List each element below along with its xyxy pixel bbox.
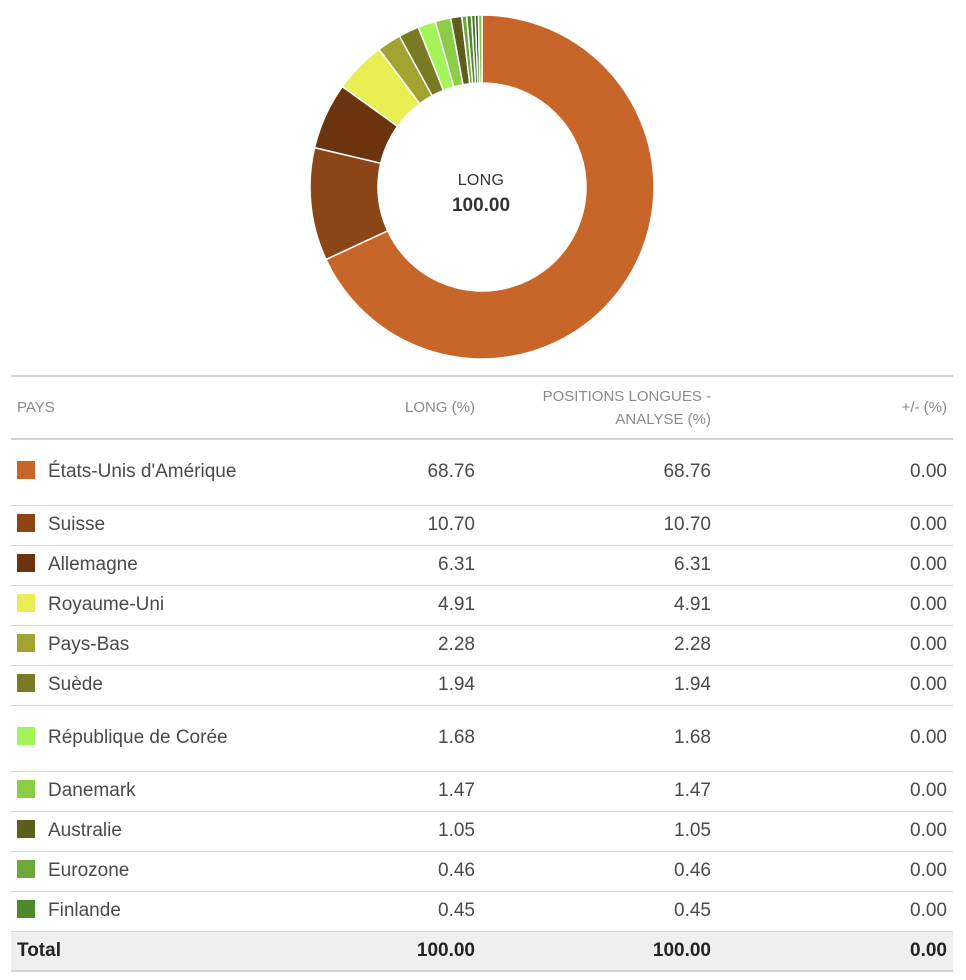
table-row: Suisse 10.70 10.70 0.00 bbox=[11, 505, 953, 546]
total-label: Total bbox=[11, 930, 273, 972]
header-long: LONG (%) bbox=[273, 375, 475, 440]
country-cell: Finlande bbox=[11, 891, 273, 932]
country-cell: Australie bbox=[11, 811, 273, 852]
donut-chart bbox=[309, 14, 655, 360]
country-name: Allemagne bbox=[48, 554, 138, 575]
long-cell: 1.05 bbox=[273, 811, 475, 852]
long-cell: 0.46 bbox=[273, 851, 475, 892]
country-cell: Suisse bbox=[11, 505, 273, 546]
table-body: États-Unis d'Amérique 68.76 68.76 0.00 S… bbox=[11, 439, 953, 972]
positions-cell: 4.91 bbox=[475, 585, 711, 626]
country-name: Australie bbox=[48, 820, 122, 841]
change-cell: 0.00 bbox=[711, 811, 953, 852]
total-long: 100.00 bbox=[273, 930, 475, 972]
long-cell: 1.47 bbox=[273, 771, 475, 812]
color-swatch bbox=[17, 727, 35, 745]
color-swatch bbox=[17, 860, 35, 878]
country-name: Suède bbox=[48, 674, 103, 695]
color-swatch bbox=[17, 461, 35, 480]
country-name: Pays-Bas bbox=[48, 634, 130, 655]
country-cell: Royaume-Uni bbox=[11, 585, 273, 626]
country-name: Royaume-Uni bbox=[48, 594, 165, 615]
table-row: République de Corée 1.68 1.68 0.00 bbox=[11, 705, 953, 772]
table-header-row: PAYS LONG (%) POSITIONS LONGUES - ANALYS… bbox=[11, 375, 953, 440]
color-swatch bbox=[17, 594, 35, 612]
positions-cell: 1.68 bbox=[475, 705, 711, 772]
positions-cell: 10.70 bbox=[475, 505, 711, 546]
positions-cell: 68.76 bbox=[475, 439, 711, 506]
total-row: Total 100.00 100.00 0.00 bbox=[11, 930, 953, 972]
positions-cell: 6.31 bbox=[475, 545, 711, 586]
change-cell: 0.00 bbox=[711, 625, 953, 666]
country-name: République de Corée bbox=[48, 727, 228, 748]
country-name: États-Unis d'Amérique bbox=[48, 461, 237, 483]
long-cell: 0.45 bbox=[273, 891, 475, 932]
country-name: Suisse bbox=[48, 514, 106, 535]
table-row: Finlande 0.45 0.45 0.00 bbox=[11, 891, 953, 932]
header-change: +/- (%) bbox=[711, 375, 953, 440]
header-positions-text: POSITIONS LONGUES - ANALYSE (%) bbox=[542, 387, 711, 428]
long-cell: 10.70 bbox=[273, 505, 475, 546]
table-row: Royaume-Uni 4.91 4.91 0.00 bbox=[11, 585, 953, 626]
donut-center-value: 100.00 bbox=[451, 195, 511, 216]
table-row: Australie 1.05 1.05 0.00 bbox=[11, 811, 953, 852]
long-cell: 6.31 bbox=[273, 545, 475, 586]
total-positions: 100.00 bbox=[475, 930, 711, 972]
country-cell: Danemark bbox=[11, 771, 273, 812]
header-positions: POSITIONS LONGUES - ANALYSE (%) bbox=[475, 375, 711, 440]
table-row: Danemark 1.47 1.47 0.00 bbox=[11, 771, 953, 812]
change-cell: 0.00 bbox=[711, 545, 953, 586]
header-pays: PAYS bbox=[11, 375, 273, 440]
table-row: Allemagne 6.31 6.31 0.00 bbox=[11, 545, 953, 586]
color-swatch bbox=[17, 780, 35, 798]
positions-cell: 0.46 bbox=[475, 851, 711, 892]
long-cell: 1.68 bbox=[273, 705, 475, 772]
color-swatch bbox=[17, 514, 35, 532]
change-cell: 0.00 bbox=[711, 665, 953, 706]
table-row: États-Unis d'Amérique 68.76 68.76 0.00 bbox=[11, 439, 953, 506]
change-cell: 0.00 bbox=[711, 851, 953, 892]
country-cell: Pays-Bas bbox=[11, 625, 273, 666]
positions-cell: 1.94 bbox=[475, 665, 711, 706]
color-swatch bbox=[17, 820, 35, 838]
country-name: Eurozone bbox=[48, 860, 130, 881]
long-cell: 1.94 bbox=[273, 665, 475, 706]
positions-cell: 0.45 bbox=[475, 891, 711, 932]
country-cell: République de Corée bbox=[11, 705, 273, 772]
positions-cell: 1.47 bbox=[475, 771, 711, 812]
donut-slice[interactable] bbox=[325, 14, 655, 360]
donut-chart-area: LONG 100.00 bbox=[0, 0, 966, 370]
change-cell: 0.00 bbox=[711, 505, 953, 546]
long-cell: 68.76 bbox=[273, 439, 475, 506]
long-cell: 2.28 bbox=[273, 625, 475, 666]
color-swatch bbox=[17, 634, 35, 652]
color-swatch bbox=[17, 900, 35, 918]
country-cell: États-Unis d'Amérique bbox=[11, 439, 273, 506]
country-allocation-table: PAYS LONG (%) POSITIONS LONGUES - ANALYS… bbox=[11, 375, 953, 972]
change-cell: 0.00 bbox=[711, 585, 953, 626]
change-cell: 0.00 bbox=[711, 439, 953, 506]
positions-cell: 1.05 bbox=[475, 811, 711, 852]
country-cell: Allemagne bbox=[11, 545, 273, 586]
total-change: 0.00 bbox=[711, 930, 953, 972]
country-cell: Suède bbox=[11, 665, 273, 706]
country-name: Danemark bbox=[48, 780, 136, 801]
table-row: Eurozone 0.46 0.46 0.00 bbox=[11, 851, 953, 892]
positions-cell: 2.28 bbox=[475, 625, 711, 666]
color-swatch bbox=[17, 554, 35, 572]
table-row: Pays-Bas 2.28 2.28 0.00 bbox=[11, 625, 953, 666]
country-name: Finlande bbox=[48, 900, 121, 921]
color-swatch bbox=[17, 674, 35, 692]
donut-slice[interactable] bbox=[477, 14, 483, 84]
change-cell: 0.00 bbox=[711, 771, 953, 812]
long-cell: 4.91 bbox=[273, 585, 475, 626]
donut-center-label: LONG bbox=[457, 172, 505, 189]
change-cell: 0.00 bbox=[711, 705, 953, 772]
change-cell: 0.00 bbox=[711, 891, 953, 932]
table-row: Suède 1.94 1.94 0.00 bbox=[11, 665, 953, 706]
country-cell: Eurozone bbox=[11, 851, 273, 892]
